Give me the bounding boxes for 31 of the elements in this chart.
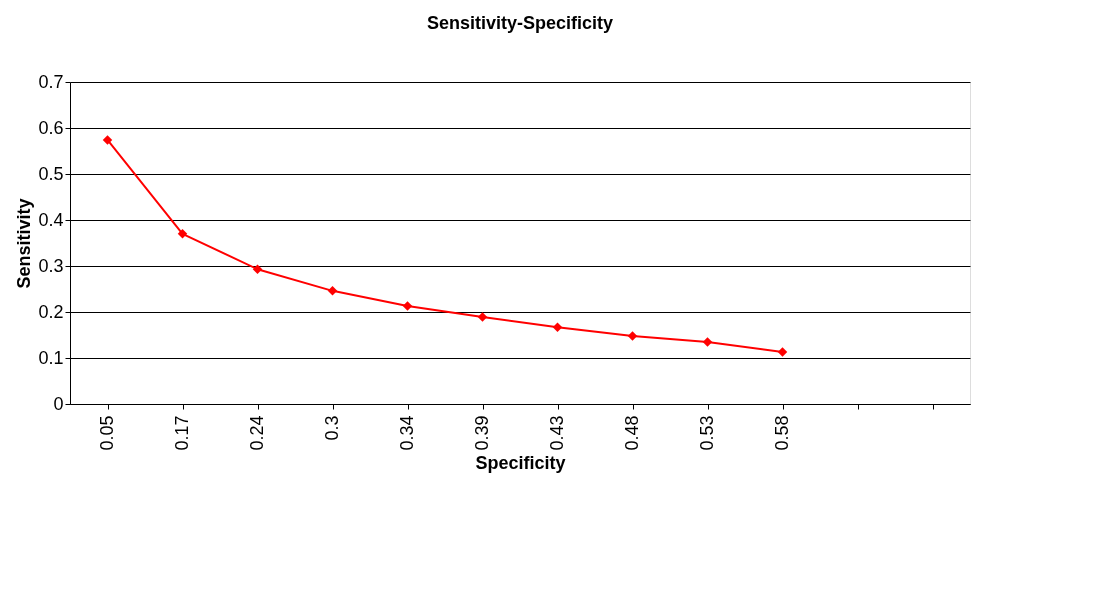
point bbox=[777, 347, 788, 357]
point bbox=[177, 229, 188, 239]
point bbox=[402, 301, 413, 311]
y-tick-label: 0 bbox=[53, 393, 64, 414]
point bbox=[477, 312, 488, 322]
y-tick-label: 0.5 bbox=[38, 163, 64, 184]
x-tick-label: 0.3 bbox=[322, 415, 342, 441]
y-tick-label: 0.4 bbox=[38, 209, 64, 230]
x-tick-label: 0.24 bbox=[247, 415, 267, 451]
x-tick-label: 0.34 bbox=[397, 415, 417, 451]
x-tick-label: 0.58 bbox=[772, 415, 792, 451]
chart-title: Sensitivity-Specificity bbox=[426, 13, 614, 33]
x-tick-label: 0.53 bbox=[697, 415, 717, 451]
point bbox=[327, 286, 338, 296]
y-tick-label: 0.1 bbox=[38, 347, 64, 368]
x-tick-label: 0.39 bbox=[472, 415, 492, 451]
point bbox=[102, 135, 113, 145]
point bbox=[702, 337, 713, 347]
y-tick-label: 0.6 bbox=[38, 117, 64, 138]
point bbox=[552, 322, 563, 332]
point bbox=[252, 264, 263, 274]
y-tick-label: 0.2 bbox=[38, 301, 64, 322]
y-tick-label: 0.3 bbox=[38, 255, 64, 276]
x-tick-label: 0.48 bbox=[622, 415, 642, 451]
y-tick-label: 0.7 bbox=[38, 71, 64, 92]
x-axis-title: Specificity bbox=[475, 452, 566, 473]
x-tick-label: 0.17 bbox=[172, 415, 192, 451]
point bbox=[627, 331, 638, 341]
x-tick-label: 0.43 bbox=[547, 415, 567, 451]
x-tick-label: 0.05 bbox=[97, 415, 117, 451]
y-axis-title: Sensitivity bbox=[14, 198, 35, 289]
